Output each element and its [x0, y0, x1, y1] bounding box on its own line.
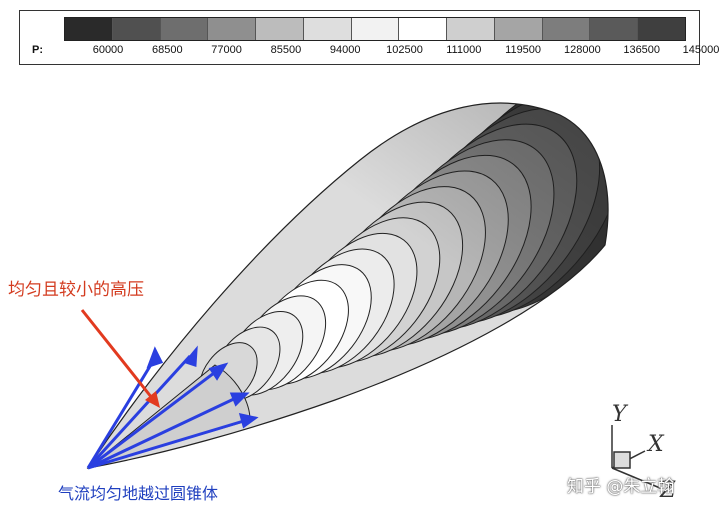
legend-swatch [542, 18, 591, 40]
legend-level-label: 145000 [682, 44, 720, 56]
legend-swatch [399, 18, 448, 40]
flow-arrow-head [183, 345, 198, 368]
legend-level-labels: 60000 68500 77000 85500 94000 102500 111000 119… [20, 44, 720, 60]
legend-level-label: 111000 [446, 44, 482, 56]
legend-level-label: 77000 [211, 44, 242, 56]
legend-level-label: 60000 [92, 44, 124, 56]
cone-outline [86, 102, 609, 469]
legend-level-label: 119500 [505, 44, 542, 56]
legend-level-label: 136500 [623, 44, 661, 56]
legend-swatch [351, 18, 400, 40]
z-axis-label: Z [660, 478, 676, 503]
flow-arrow [86, 357, 157, 469]
flow-arrow-head [229, 392, 250, 407]
legend-swatches [64, 17, 686, 41]
contour-legend: P: 60000 68500 77000 85500 94000 102500 111000… [19, 10, 720, 65]
high-pressure-arrow [80, 309, 160, 408]
legend-swatch [590, 18, 639, 40]
flow-arrow [87, 395, 239, 470]
legend-swatch [65, 18, 113, 40]
legend-swatch [303, 18, 352, 40]
x-axis-label: X [648, 432, 664, 457]
airflow-arrows [86, 345, 259, 470]
legend-level-label: 102500 [386, 44, 423, 56]
legend-swatch [112, 18, 161, 40]
legend-level-label: 68500 [152, 44, 183, 56]
y-axis-label: Y [612, 402, 627, 427]
legend-swatch [638, 18, 685, 40]
legend-variable-label: P: [32, 44, 43, 56]
flow-arrow-head [208, 362, 229, 381]
flow-arrow-head [238, 413, 259, 429]
legend-level-label: 85500 [270, 44, 302, 56]
cone-body [88, 103, 608, 468]
legend-swatch [208, 18, 257, 40]
flow-arrow [87, 418, 248, 470]
airflow-annotation: 气流均匀地越过圆锥体 [58, 484, 219, 503]
flow-arrow [86, 354, 192, 470]
z-axis-line [611, 467, 661, 489]
watermark: 知乎 @朱立翰 [567, 477, 675, 497]
legend-swatch [494, 18, 543, 40]
legend-swatch [160, 18, 209, 40]
legend-level-label: 94000 [329, 44, 361, 56]
flow-arrow-head [146, 346, 164, 369]
flow-arrow [87, 368, 219, 470]
axes-triad [611, 425, 661, 489]
high-pressure-annotation: 均匀且较小的高压 [8, 280, 144, 300]
axes-cube [613, 451, 631, 469]
legend-swatch [447, 18, 495, 40]
legend-level-label: 128000 [564, 44, 601, 56]
legend-swatch [256, 18, 304, 40]
